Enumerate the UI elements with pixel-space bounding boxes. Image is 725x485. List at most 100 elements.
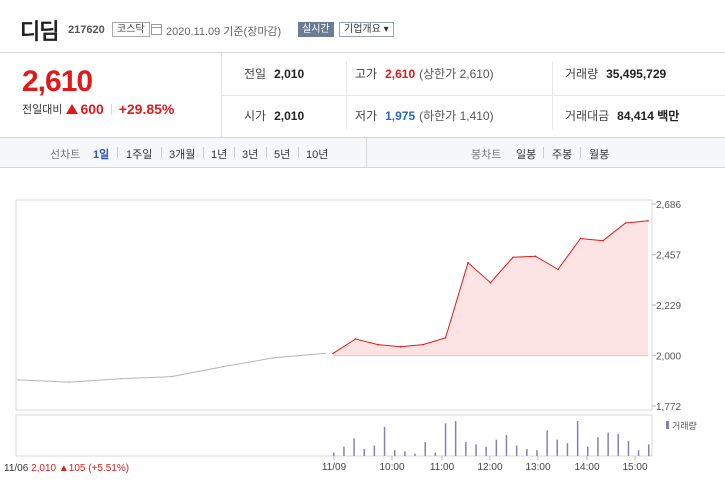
volume-bar <box>587 446 589 456</box>
amount-label: 거래대금 <box>565 109 610 123</box>
price-point <box>17 379 19 381</box>
tab-3month[interactable]: 3개월 <box>169 149 196 161</box>
tab-1year[interactable]: 1년 <box>211 149 228 161</box>
prev-day-line <box>17 352 326 383</box>
low-value: 1,975 <box>385 109 416 123</box>
stock-header: 디딤 217620 코스닥 2020.11.09 기준(장마감) 실시간 기업개… <box>0 0 725 46</box>
volume-bar <box>465 442 467 456</box>
y-tick-label: 2,457 <box>656 251 681 262</box>
company-info-button[interactable]: 기업개요 ▾ <box>339 22 394 37</box>
y-tick-label: 2,229 <box>656 301 681 312</box>
x-tick-label: 15:00 <box>622 462 647 473</box>
tab-divider <box>234 147 235 158</box>
volume-bar <box>505 435 508 456</box>
open-cell: 시가 2,010 <box>244 95 304 137</box>
up-arrow-icon <box>66 104 79 114</box>
today-area <box>333 220 648 356</box>
tabs-section-divider <box>366 138 367 168</box>
stock-name: 디딤 <box>20 19 59 44</box>
line-chart-label: 선차트 <box>50 149 81 161</box>
tab-divider <box>203 147 204 158</box>
tab-divider <box>161 147 162 158</box>
volume-bar <box>627 440 630 456</box>
tab-10year[interactable]: 10년 <box>306 149 329 161</box>
amount-value: 84,414 백만 <box>617 109 680 123</box>
stats-col-divider <box>552 61 553 129</box>
tab-divider <box>266 147 267 158</box>
volume-bar <box>333 452 335 456</box>
price-point <box>332 352 334 355</box>
prev-close-cell: 전일 2,010 <box>244 53 304 95</box>
volume-bar <box>566 443 569 456</box>
volume-bar <box>454 421 457 456</box>
price-chart[interactable]: 2,686 2,457 2,229 2,000 1,772 11/09 10:00 11:00… <box>0 168 725 485</box>
volume-bar <box>485 446 487 456</box>
volume-cell: 거래량 35,495,729 <box>565 53 666 95</box>
volume-bar <box>536 450 538 456</box>
tab-1day[interactable]: 1일 <box>93 149 110 161</box>
price-info-panel: 2,610 전일대비 600 | +29.85% 전일 2,010 고가 2,610… <box>0 52 725 138</box>
x-tick-label: 12:00 <box>477 462 502 473</box>
stock-code: 217620 <box>68 24 105 36</box>
change-percent: +29.85% <box>118 101 175 117</box>
prev-day-percent: (+5.51%) <box>88 463 130 474</box>
change-amount: 600 <box>80 101 104 117</box>
tab-monthly-candle[interactable]: 월봉 <box>589 149 610 161</box>
tab-1week[interactable]: 1주일 <box>126 149 153 161</box>
price-point <box>68 381 70 383</box>
volume-bar <box>363 449 365 456</box>
price-point <box>354 338 357 340</box>
lower-limit: (하한가 1,410) <box>419 109 494 123</box>
price-point <box>170 375 173 378</box>
volume-bar <box>373 445 376 456</box>
tab-3year[interactable]: 3년 <box>242 149 259 161</box>
realtime-button[interactable]: 실시간 <box>298 22 334 37</box>
tab-5year[interactable]: 5년 <box>274 149 291 161</box>
volume-bar <box>495 439 498 456</box>
tab-divider <box>543 147 544 158</box>
volume-bar <box>597 437 599 456</box>
calendar-icon <box>151 24 162 35</box>
tab-divider <box>580 147 581 158</box>
price-point <box>624 222 627 224</box>
low-cell: 저가 1,975 (하한가 1,410) <box>355 95 494 137</box>
price-point <box>557 268 559 271</box>
price-point <box>422 343 424 346</box>
price-point <box>647 220 649 222</box>
high-label: 고가 <box>355 67 378 81</box>
open-value: 2,010 <box>274 109 305 123</box>
volume-bar <box>556 439 558 456</box>
y-tick-label: 2,686 <box>656 200 681 211</box>
volume-bar <box>383 426 386 456</box>
candle-chart-label: 봉차트 <box>471 149 502 161</box>
prev-close-label: 전일 <box>244 67 267 81</box>
price-point <box>489 281 492 284</box>
volume-bar <box>648 444 650 456</box>
tab-weekly-candle[interactable]: 주봉 <box>552 149 573 161</box>
volume-bar <box>515 445 518 456</box>
price-point <box>273 357 275 359</box>
volume-bar <box>444 423 447 456</box>
volume-bar <box>475 444 477 456</box>
volume-bar <box>617 433 619 456</box>
volume-bar <box>637 450 640 456</box>
volume-bar <box>394 450 396 456</box>
tab-divider <box>117 147 118 158</box>
volume-legend-swatch <box>666 421 669 429</box>
x-tick-label: 10:00 <box>379 462 404 473</box>
y-tick-label: 1,772 <box>656 402 681 413</box>
volume-bar <box>414 453 416 456</box>
x-tick-label: 11/09 <box>322 462 347 473</box>
amount-cell: 거래대금 84,414 백만 <box>565 95 679 137</box>
low-label: 저가 <box>355 109 378 123</box>
prev-day-date: 11/06 <box>4 463 29 474</box>
volume-bar <box>526 449 528 456</box>
x-tick-label: 11:00 <box>430 462 455 473</box>
price-point <box>534 255 537 257</box>
change-label: 전일대비 <box>22 104 63 116</box>
tab-daily-candle[interactable]: 일봉 <box>516 149 537 161</box>
prev-day-price: 2,010 <box>31 463 57 474</box>
prev-close-value: 2,010 <box>274 67 305 81</box>
volume-bar <box>343 446 345 456</box>
price-point <box>444 337 447 339</box>
